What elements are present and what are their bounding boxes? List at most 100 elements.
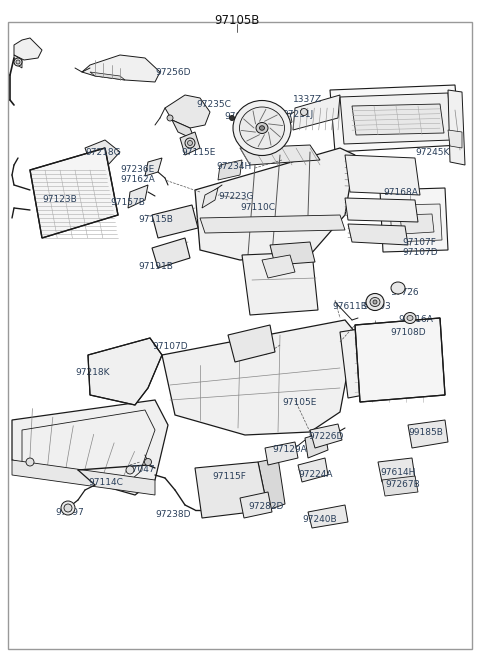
Polygon shape (152, 238, 190, 268)
Text: 97197: 97197 (55, 508, 84, 517)
Polygon shape (195, 148, 355, 260)
Ellipse shape (185, 138, 195, 148)
Polygon shape (298, 458, 328, 482)
Text: 97105B: 97105B (214, 14, 260, 27)
Text: 97726: 97726 (390, 288, 419, 297)
Polygon shape (408, 420, 448, 448)
Polygon shape (262, 255, 295, 278)
Polygon shape (82, 55, 160, 82)
Polygon shape (90, 72, 125, 80)
Ellipse shape (233, 100, 291, 155)
Polygon shape (240, 492, 272, 518)
Polygon shape (390, 204, 442, 242)
Text: 97107: 97107 (245, 118, 274, 127)
Polygon shape (400, 214, 434, 234)
Ellipse shape (188, 141, 192, 145)
Polygon shape (308, 505, 348, 528)
Polygon shape (14, 38, 42, 60)
Polygon shape (448, 130, 462, 148)
Text: 97211J: 97211J (282, 110, 313, 119)
Text: 99185B: 99185B (408, 428, 443, 437)
Polygon shape (340, 93, 452, 144)
Polygon shape (448, 90, 465, 165)
Text: 97105E: 97105E (282, 398, 316, 407)
Text: 97218G: 97218G (85, 148, 120, 157)
Polygon shape (30, 148, 118, 238)
Text: 97611B: 97611B (332, 302, 367, 311)
Polygon shape (242, 252, 318, 315)
Ellipse shape (64, 504, 72, 512)
Text: 97256D: 97256D (155, 68, 191, 77)
Text: 97123B: 97123B (42, 195, 77, 204)
Text: 97157B: 97157B (110, 198, 145, 207)
Text: 97226D: 97226D (308, 432, 343, 441)
Polygon shape (305, 432, 328, 458)
Polygon shape (88, 338, 162, 405)
Polygon shape (152, 205, 198, 238)
Polygon shape (265, 442, 298, 465)
Polygon shape (240, 145, 320, 165)
Text: 97240B: 97240B (302, 515, 336, 524)
Ellipse shape (407, 316, 413, 320)
Ellipse shape (16, 60, 20, 64)
Polygon shape (162, 320, 355, 435)
Ellipse shape (373, 300, 377, 304)
Text: 97047: 97047 (126, 465, 155, 474)
Polygon shape (202, 188, 218, 208)
Polygon shape (128, 185, 148, 208)
Text: 97107F: 97107F (402, 238, 436, 247)
Polygon shape (180, 132, 200, 155)
Text: 97115B: 97115B (138, 215, 173, 224)
Polygon shape (14, 55, 22, 68)
Ellipse shape (366, 293, 384, 310)
Text: 97616A: 97616A (398, 315, 433, 324)
Ellipse shape (260, 126, 264, 130)
Text: 97168A: 97168A (383, 188, 418, 197)
Polygon shape (355, 318, 445, 402)
Polygon shape (85, 140, 120, 165)
Polygon shape (145, 158, 162, 176)
Polygon shape (12, 460, 155, 495)
Polygon shape (345, 155, 420, 195)
Text: 97267B: 97267B (385, 480, 420, 489)
Ellipse shape (229, 115, 235, 121)
Polygon shape (380, 188, 448, 252)
Text: 97115F: 97115F (212, 472, 246, 481)
Ellipse shape (300, 109, 308, 115)
Polygon shape (382, 476, 418, 496)
Text: 97110C: 97110C (240, 203, 275, 212)
Ellipse shape (61, 501, 75, 515)
Text: 97129A: 97129A (272, 445, 307, 454)
Text: 97224A: 97224A (298, 470, 333, 479)
Polygon shape (218, 160, 242, 180)
Polygon shape (258, 458, 285, 510)
Ellipse shape (391, 282, 405, 294)
Ellipse shape (14, 58, 22, 66)
Ellipse shape (144, 458, 152, 466)
Polygon shape (278, 113, 292, 128)
Text: 97234H: 97234H (216, 162, 251, 171)
Polygon shape (340, 325, 390, 398)
Text: 97614H: 97614H (380, 468, 415, 477)
Text: 97018: 97018 (224, 112, 253, 121)
Text: 97245K: 97245K (415, 148, 449, 157)
Ellipse shape (26, 458, 34, 466)
Text: 97115E: 97115E (181, 148, 216, 157)
Ellipse shape (240, 107, 285, 149)
Ellipse shape (370, 297, 380, 307)
Text: 97193: 97193 (362, 302, 391, 311)
Text: 97282D: 97282D (248, 502, 283, 511)
Polygon shape (172, 120, 195, 140)
Text: 97114C: 97114C (88, 478, 123, 487)
Text: 97238D: 97238D (155, 510, 191, 519)
Polygon shape (270, 242, 315, 265)
Polygon shape (200, 215, 345, 233)
Text: 97108D: 97108D (390, 328, 426, 337)
Text: 97223G: 97223G (218, 192, 253, 201)
Polygon shape (310, 424, 342, 448)
Ellipse shape (256, 122, 268, 134)
Text: 1337Z: 1337Z (293, 95, 322, 104)
Polygon shape (12, 400, 168, 495)
Text: 97162A: 97162A (120, 175, 155, 184)
Polygon shape (195, 462, 268, 518)
